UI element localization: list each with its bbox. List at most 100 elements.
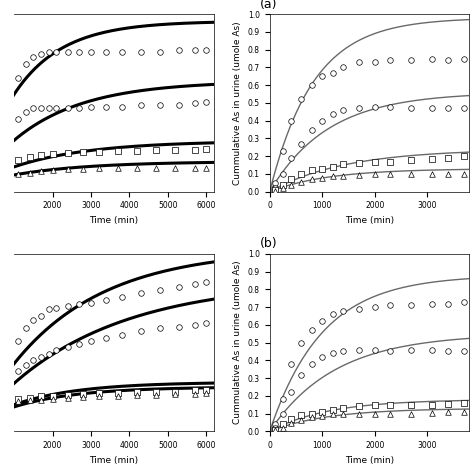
Point (371, 346, 379, 354)
Point (137, 290, 145, 297)
Point (95, 164, 102, 172)
Point (371, 158, 379, 165)
Point (175, 323, 183, 330)
Point (76, 105, 83, 112)
Point (102, 334, 110, 342)
Point (202, 279, 210, 286)
Point (14, 395, 22, 402)
Point (355, 403, 363, 410)
Point (102, 296, 110, 303)
Point (279, 181, 287, 188)
Point (428, 409, 436, 417)
Point (460, 170, 468, 178)
Point (80, 165, 87, 173)
Point (137, 48, 145, 56)
Point (308, 410, 316, 418)
Point (445, 300, 452, 307)
Point (339, 172, 347, 180)
Point (287, 154, 294, 162)
Point (191, 386, 199, 394)
Point (319, 412, 326, 419)
Point (428, 346, 436, 354)
Point (202, 319, 210, 327)
Point (37, 353, 45, 361)
Point (445, 347, 452, 355)
Point (137, 328, 145, 335)
Y-axis label: Cummulative As in urine (umole As): Cummulative As in urine (umole As) (233, 261, 242, 424)
Point (329, 310, 337, 318)
Point (14, 397, 22, 405)
Point (133, 391, 141, 399)
Point (87, 103, 95, 110)
Point (408, 170, 415, 178)
Point (202, 146, 210, 153)
Point (387, 347, 394, 355)
Point (287, 360, 294, 368)
Point (191, 321, 199, 329)
Point (355, 58, 363, 66)
Point (279, 420, 287, 428)
Point (37, 50, 45, 57)
Point (53, 105, 60, 112)
X-axis label: Time (min): Time (min) (90, 456, 138, 465)
Point (29, 317, 37, 324)
Point (95, 389, 102, 397)
Point (153, 391, 160, 399)
Point (287, 415, 294, 423)
Point (202, 389, 210, 397)
Point (29, 356, 37, 364)
Point (445, 154, 452, 162)
Point (87, 48, 95, 56)
Point (102, 48, 110, 56)
Point (408, 104, 415, 112)
Point (339, 64, 347, 71)
Point (191, 280, 199, 288)
Text: (a): (a) (260, 0, 277, 11)
Point (172, 164, 179, 172)
Point (339, 160, 347, 168)
Point (153, 388, 160, 395)
Point (287, 117, 294, 125)
Point (80, 393, 87, 401)
Point (387, 410, 394, 418)
Point (287, 181, 294, 188)
Point (329, 349, 337, 357)
Point (319, 73, 326, 80)
Point (308, 360, 316, 368)
Point (445, 56, 452, 64)
Point (408, 401, 415, 409)
Point (408, 346, 415, 354)
Point (355, 171, 363, 179)
Point (355, 305, 363, 313)
Point (279, 396, 287, 403)
Point (14, 337, 22, 345)
Point (118, 293, 126, 301)
Point (137, 101, 145, 109)
Point (329, 406, 337, 414)
Point (64, 105, 72, 112)
Point (45, 350, 53, 357)
Point (191, 390, 199, 398)
Point (445, 400, 452, 408)
Point (387, 170, 394, 178)
Point (14, 115, 22, 122)
Point (428, 170, 436, 178)
Point (175, 283, 183, 291)
Point (271, 426, 279, 433)
Point (355, 160, 363, 167)
Point (460, 104, 468, 112)
Point (371, 170, 379, 178)
Point (387, 301, 394, 309)
Point (133, 389, 141, 396)
Point (80, 148, 87, 156)
Point (408, 301, 415, 309)
Point (64, 48, 72, 56)
Point (114, 392, 122, 399)
Point (408, 410, 415, 418)
Point (53, 346, 60, 354)
Point (49, 392, 56, 399)
Point (319, 165, 326, 173)
Point (87, 337, 95, 345)
Point (371, 401, 379, 409)
Point (445, 104, 452, 112)
